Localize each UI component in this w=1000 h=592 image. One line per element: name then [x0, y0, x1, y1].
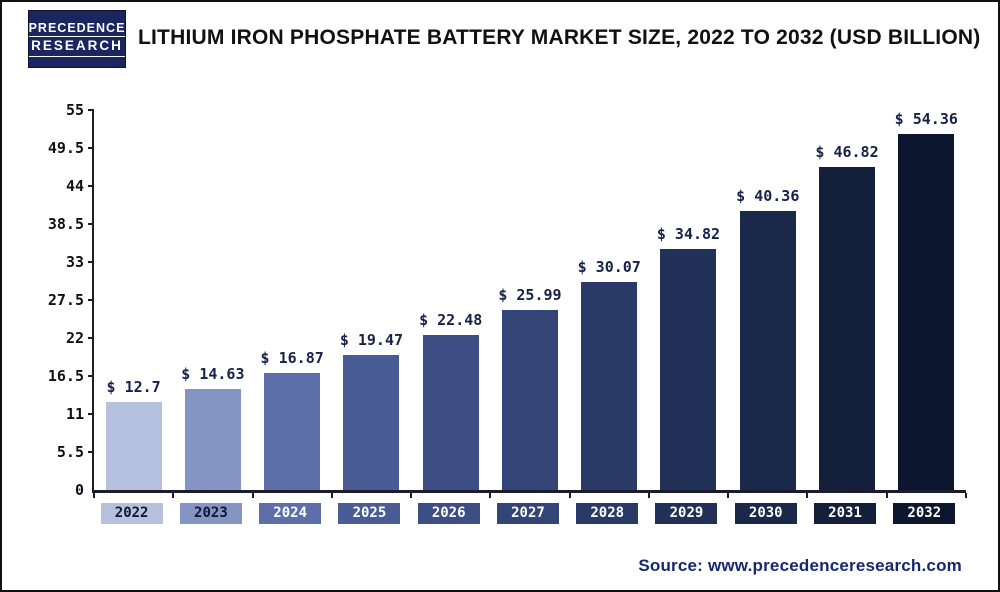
y-tick-label: 11 — [65, 405, 84, 423]
y-tick-label: 16.5 — [47, 367, 84, 385]
year-label-cell: 2023 — [171, 501, 250, 525]
x-tick-mark — [410, 493, 413, 498]
x-axis-year-labels: 2022 2023 2024 2025 2026 2027 2028 2029 2030 2031… — [92, 501, 964, 525]
y-tick-mark — [88, 185, 94, 187]
bar-value-label: $ 16.87 — [260, 349, 324, 368]
bar-value-label: $ 25.99 — [498, 286, 562, 305]
year-label-cell: 2030 — [726, 501, 805, 525]
bar-column-2024: $ 16.87 — [253, 110, 332, 490]
x-tick-mark — [330, 493, 333, 498]
bar-column-2027: $ 25.99 — [490, 110, 569, 490]
bar-column-2030: $ 40.36 — [728, 110, 807, 490]
year-label-2032: 2032 — [893, 502, 956, 524]
bar-2023 — [184, 388, 241, 490]
y-tick-label: 0 — [74, 481, 84, 499]
bar-2027 — [501, 310, 558, 490]
bar-column-2028: $ 30.07 — [570, 110, 649, 490]
y-tick-mark — [88, 375, 94, 377]
bar-2025 — [343, 355, 400, 490]
y-tick-label: 55 — [65, 101, 84, 119]
bar-2028 — [581, 282, 638, 490]
year-label-2026: 2026 — [417, 502, 480, 524]
bar-2029 — [660, 249, 717, 490]
bar-2026 — [422, 334, 479, 490]
y-tick-label: 49.5 — [47, 139, 84, 157]
x-tick-mark — [806, 493, 809, 498]
x-tick-mark — [251, 493, 254, 498]
year-label-2027: 2027 — [496, 502, 559, 524]
bar-value-label: $ 34.82 — [656, 225, 721, 244]
x-tick-mark — [172, 493, 175, 498]
year-label-cell: 2024 — [251, 501, 330, 525]
x-tick-mark — [727, 493, 730, 498]
y-tick-label: 22 — [65, 329, 84, 347]
y-tick-label: 44 — [65, 177, 84, 195]
logo-line-1: PRECEDENCE — [28, 20, 126, 35]
year-label-cell: 2028 — [568, 501, 647, 525]
year-label-cell: 2025 — [330, 501, 409, 525]
bar-value-label: $ 12.7 — [106, 378, 161, 397]
bar-column-2026: $ 22.48 — [411, 110, 490, 490]
bar-2032 — [898, 134, 955, 490]
y-tick-label: 33 — [65, 253, 84, 271]
year-label-cell: 2027 — [488, 501, 567, 525]
bar-column-2029: $ 34.82 — [649, 110, 728, 490]
bar-value-label: $ 19.47 — [339, 331, 404, 350]
y-tick-mark — [88, 299, 94, 301]
year-label-cell: 2029 — [647, 501, 726, 525]
year-label-2025: 2025 — [338, 502, 401, 524]
bar-2030 — [739, 211, 796, 490]
bar-value-label: $ 14.63 — [181, 364, 245, 383]
year-label-2024: 2024 — [259, 502, 322, 524]
precedence-research-logo: PRECEDENCE RESEARCH — [28, 10, 126, 68]
y-tick-mark — [88, 109, 94, 111]
year-label-2022: 2022 — [100, 502, 163, 524]
y-tick-mark — [88, 261, 94, 263]
year-label-2031: 2031 — [814, 502, 877, 524]
bar-value-label: $ 46.82 — [815, 142, 879, 161]
bar-column-2023: $ 14.63 — [173, 110, 252, 490]
y-tick-label: 5.5 — [56, 443, 84, 461]
year-label-2029: 2029 — [655, 502, 718, 524]
x-tick-mark — [93, 493, 95, 498]
y-tick-mark — [88, 451, 94, 453]
y-tick-mark — [88, 337, 94, 339]
bar-value-label: $ 22.48 — [419, 310, 483, 329]
x-tick-mark — [885, 493, 888, 498]
bar-2022 — [105, 402, 162, 490]
y-tick-mark — [88, 147, 94, 149]
year-label-cell: 2032 — [885, 501, 964, 525]
bar-value-label: $ 40.36 — [736, 187, 800, 206]
chart-header: PRECEDENCE RESEARCH Lithium Iron Phospha… — [2, 2, 998, 80]
chart-title: Lithium Iron Phosphate Battery Market Si… — [138, 26, 981, 49]
bar-value-label: $ 54.36 — [894, 110, 958, 128]
bar-value-label: $ 30.07 — [577, 258, 641, 277]
x-tick-mark — [568, 493, 571, 498]
year-label-2023: 2023 — [179, 502, 242, 524]
year-label-cell: 2031 — [805, 501, 884, 525]
y-tick-label: 27.5 — [47, 291, 84, 309]
logo-line-2: RESEARCH — [29, 36, 125, 58]
y-tick-mark — [88, 223, 94, 225]
y-tick-mark — [88, 413, 94, 415]
x-tick-mark — [647, 493, 650, 498]
bar-series: $ 12.7 $ 14.63 $ 16.87 $ 19.47 $ 22.48 $ 25.9… — [94, 110, 966, 490]
bar-column-2022: $ 12.7 — [94, 110, 173, 490]
bar-column-2032: $ 54.36 — [887, 110, 966, 490]
x-tick-mark — [489, 493, 492, 498]
year-label-cell: 2026 — [409, 501, 488, 525]
bar-column-2025: $ 19.47 — [332, 110, 411, 490]
bar-column-2031: $ 46.82 — [807, 110, 886, 490]
source-link[interactable]: Source: www.precedenceresearch.com — [638, 556, 962, 575]
year-label-2030: 2030 — [734, 502, 797, 524]
bar-2024 — [264, 373, 321, 490]
year-label-2028: 2028 — [576, 502, 639, 524]
plot-area: 0 5.5 11 16.5 22 27.5 33 38.5 44 49.5 55 $ 12.7 $ 1… — [48, 101, 967, 499]
year-label-cell: 2022 — [92, 501, 171, 525]
y-tick-label: 38.5 — [47, 215, 84, 233]
x-tick-mark — [965, 493, 967, 498]
bar-2031 — [819, 166, 876, 490]
